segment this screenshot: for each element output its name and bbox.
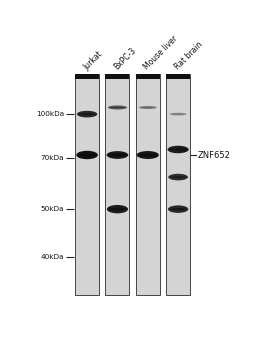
Text: 100kDa: 100kDa <box>36 111 64 117</box>
Ellipse shape <box>108 105 127 110</box>
Ellipse shape <box>107 151 128 159</box>
Ellipse shape <box>168 205 188 213</box>
Ellipse shape <box>168 174 188 180</box>
Bar <box>166 74 190 79</box>
Ellipse shape <box>137 151 159 159</box>
Ellipse shape <box>78 154 96 156</box>
Ellipse shape <box>168 146 189 153</box>
Bar <box>105 74 130 79</box>
Ellipse shape <box>107 205 128 214</box>
Ellipse shape <box>108 154 127 156</box>
Ellipse shape <box>78 113 96 115</box>
Ellipse shape <box>109 208 126 210</box>
Bar <box>166 74 190 295</box>
Text: Jurkat: Jurkat <box>82 49 104 72</box>
Text: ZNF652: ZNF652 <box>197 150 230 160</box>
Ellipse shape <box>139 106 157 109</box>
Ellipse shape <box>170 176 187 178</box>
Bar <box>75 74 99 79</box>
Text: Rat brain: Rat brain <box>173 40 204 72</box>
Bar <box>136 74 160 295</box>
Text: Mouse liver: Mouse liver <box>143 34 180 72</box>
Ellipse shape <box>77 111 97 118</box>
Text: 50kDa: 50kDa <box>41 206 64 212</box>
Bar <box>75 74 99 295</box>
Bar <box>136 74 160 79</box>
Ellipse shape <box>139 154 157 156</box>
Ellipse shape <box>169 148 187 150</box>
Ellipse shape <box>140 107 156 108</box>
Ellipse shape <box>170 208 187 210</box>
Ellipse shape <box>76 151 98 159</box>
Ellipse shape <box>170 113 187 116</box>
Text: 40kDa: 40kDa <box>41 254 64 260</box>
Text: 70kDa: 70kDa <box>41 155 64 161</box>
Bar <box>105 74 130 295</box>
Ellipse shape <box>109 107 126 108</box>
Text: BxPC-3: BxPC-3 <box>112 46 138 72</box>
